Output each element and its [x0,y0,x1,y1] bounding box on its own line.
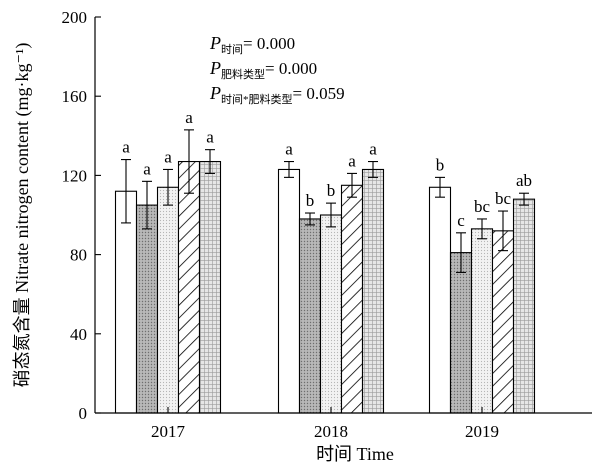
significance-label: a [206,128,214,147]
bar-2018-3 [319,214,343,414]
bar-2017-5 [198,160,222,414]
x-tick-label: 2018 [314,422,348,441]
bar-2018-4 [340,184,364,414]
bar-2017-3 [156,186,180,414]
error-bar [347,172,357,198]
y-tick-label: 40 [70,325,87,344]
significance-label: ab [516,171,532,190]
bar-2018-1 [277,168,301,414]
significance-label: a [185,108,193,127]
x-axis-ticks: 2017 2018 2019 [151,407,499,441]
bar-2019-5 [512,198,536,414]
error-bar [163,168,173,206]
y-axis-title: 硝态氮含量 Nitrate nitrogen content (mg·kg⁻¹) [12,43,33,388]
error-bar [284,160,294,178]
y-tick-label: 80 [70,246,87,265]
y-tick-label: 160 [62,87,88,106]
significance-label: a [285,140,293,159]
error-bar [142,180,152,230]
significance-label: b [327,181,336,200]
significance-label: a [143,159,151,178]
significance-label: c [457,211,465,230]
error-bar [326,202,336,228]
error-bar [205,149,215,174]
bar-2017-1 [114,190,138,414]
bar-2017-2 [135,204,159,414]
error-bar [121,159,131,224]
significance-label: bc [495,189,512,208]
error-bar [435,176,445,198]
significance-label: a [348,151,356,170]
error-bar [456,232,466,273]
error-bar [305,212,315,226]
stat-line: P时间= 0.000 [209,33,295,56]
bar-2019-4 [491,230,515,414]
error-bar [498,210,508,252]
bar-2019-1 [428,186,452,414]
significance-label: a [164,147,172,166]
error-bar [519,192,529,206]
x-tick-label: 2017 [151,422,186,441]
stat-line: P时间*肥料类型= 0.059 [209,83,345,106]
y-tick-label: 120 [62,166,88,185]
x-tick-label: 2019 [465,422,499,441]
bar-2019-3 [470,228,494,414]
error-bar [184,129,194,194]
significance-label: b [306,191,315,210]
bar-2019-2 [449,252,473,414]
stat-line: P肥料类型= 0.000 [209,58,317,81]
significance-label: a [369,140,377,159]
significance-label: a [122,138,130,157]
significance-label: bc [474,197,491,216]
x-axis-title: 时间 Time [316,444,394,464]
y-tick-label: 200 [62,8,88,27]
error-bar [368,160,378,178]
y-tick-label: 0 [79,404,88,423]
y-axis-ticks: 0 40 80 120 160 200 [62,8,101,423]
bar-2017-4 [177,160,201,414]
significance-label: b [436,155,445,174]
bar-2018-5 [361,168,385,414]
bar-2018-2 [298,218,322,414]
error-bar [477,218,487,240]
